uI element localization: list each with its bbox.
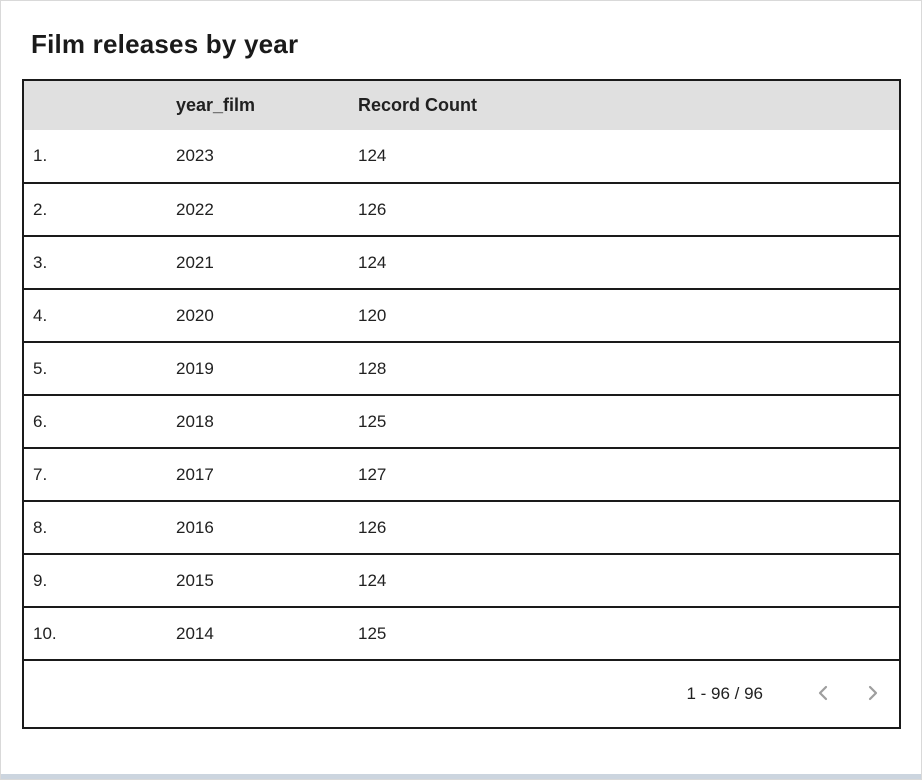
row-index-cell: 2.: [23, 183, 167, 236]
table-row: 9. 2015 124: [23, 554, 900, 607]
year-film-cell: 2014: [167, 607, 349, 660]
table-row: 8. 2016 126: [23, 501, 900, 554]
year-film-cell: 2016: [167, 501, 349, 554]
year-film-cell: 2018: [167, 395, 349, 448]
chart-title: Film releases by year: [31, 29, 299, 59]
table-footer: 1 - 96 / 96: [23, 660, 900, 728]
row-index-cell: 4.: [23, 289, 167, 342]
header-cell-year-film[interactable]: year_film: [167, 80, 349, 130]
table-row: 7. 2017 127: [23, 448, 900, 501]
pagination: 1 - 96 / 96: [24, 674, 899, 714]
table-row: 6. 2018 125: [23, 395, 900, 448]
table-row: 3. 2021 124: [23, 236, 900, 289]
record-count-cell: 124: [349, 236, 900, 289]
row-index-cell: 9.: [23, 554, 167, 607]
row-index-cell: 8.: [23, 501, 167, 554]
table-header: year_film Record Count: [23, 80, 900, 130]
year-film-cell: 2021: [167, 236, 349, 289]
prev-page-button[interactable]: [803, 674, 843, 714]
chevron-right-icon: [861, 681, 885, 708]
header-cell-record-count[interactable]: Record Count: [349, 80, 900, 130]
table-row: 1. 2023 124: [23, 130, 900, 183]
footer-row: 1 - 96 / 96: [23, 660, 900, 728]
year-film-cell: 2022: [167, 183, 349, 236]
year-film-cell: 2023: [167, 130, 349, 183]
year-film-cell: 2017: [167, 448, 349, 501]
year-film-cell: 2019: [167, 342, 349, 395]
record-count-cell: 120: [349, 289, 900, 342]
canvas-edge-strip: [1, 774, 921, 779]
year-film-cell: 2020: [167, 289, 349, 342]
record-count-cell: 126: [349, 183, 900, 236]
record-count-cell: 125: [349, 607, 900, 660]
record-count-cell: 126: [349, 501, 900, 554]
record-count-cell: 128: [349, 342, 900, 395]
table-row: 5. 2019 128: [23, 342, 900, 395]
year-film-cell: 2015: [167, 554, 349, 607]
row-index-cell: 6.: [23, 395, 167, 448]
next-page-button[interactable]: [853, 674, 893, 714]
record-count-cell: 124: [349, 554, 900, 607]
pagination-range-label: 1 - 96 / 96: [686, 684, 763, 703]
table-row: 4. 2020 120: [23, 289, 900, 342]
table-body: 1. 2023 124 2. 2022 126 3. 2021 124 4. 2020 120 5. 20…: [23, 130, 900, 660]
record-count-cell: 125: [349, 395, 900, 448]
chevron-left-icon: [811, 681, 835, 708]
row-index-cell: 5.: [23, 342, 167, 395]
header-cell-index[interactable]: [23, 80, 167, 130]
table-row: 2. 2022 126: [23, 183, 900, 236]
data-table: year_film Record Count 1. 2023 124 2. 2022 12…: [22, 79, 901, 729]
row-index-cell: 3.: [23, 236, 167, 289]
table-row: 10. 2014 125: [23, 607, 900, 660]
record-count-cell: 124: [349, 130, 900, 183]
row-index-cell: 1.: [23, 130, 167, 183]
record-count-cell: 127: [349, 448, 900, 501]
row-index-cell: 10.: [23, 607, 167, 660]
row-index-cell: 7.: [23, 448, 167, 501]
header-row: year_film Record Count: [23, 80, 900, 130]
